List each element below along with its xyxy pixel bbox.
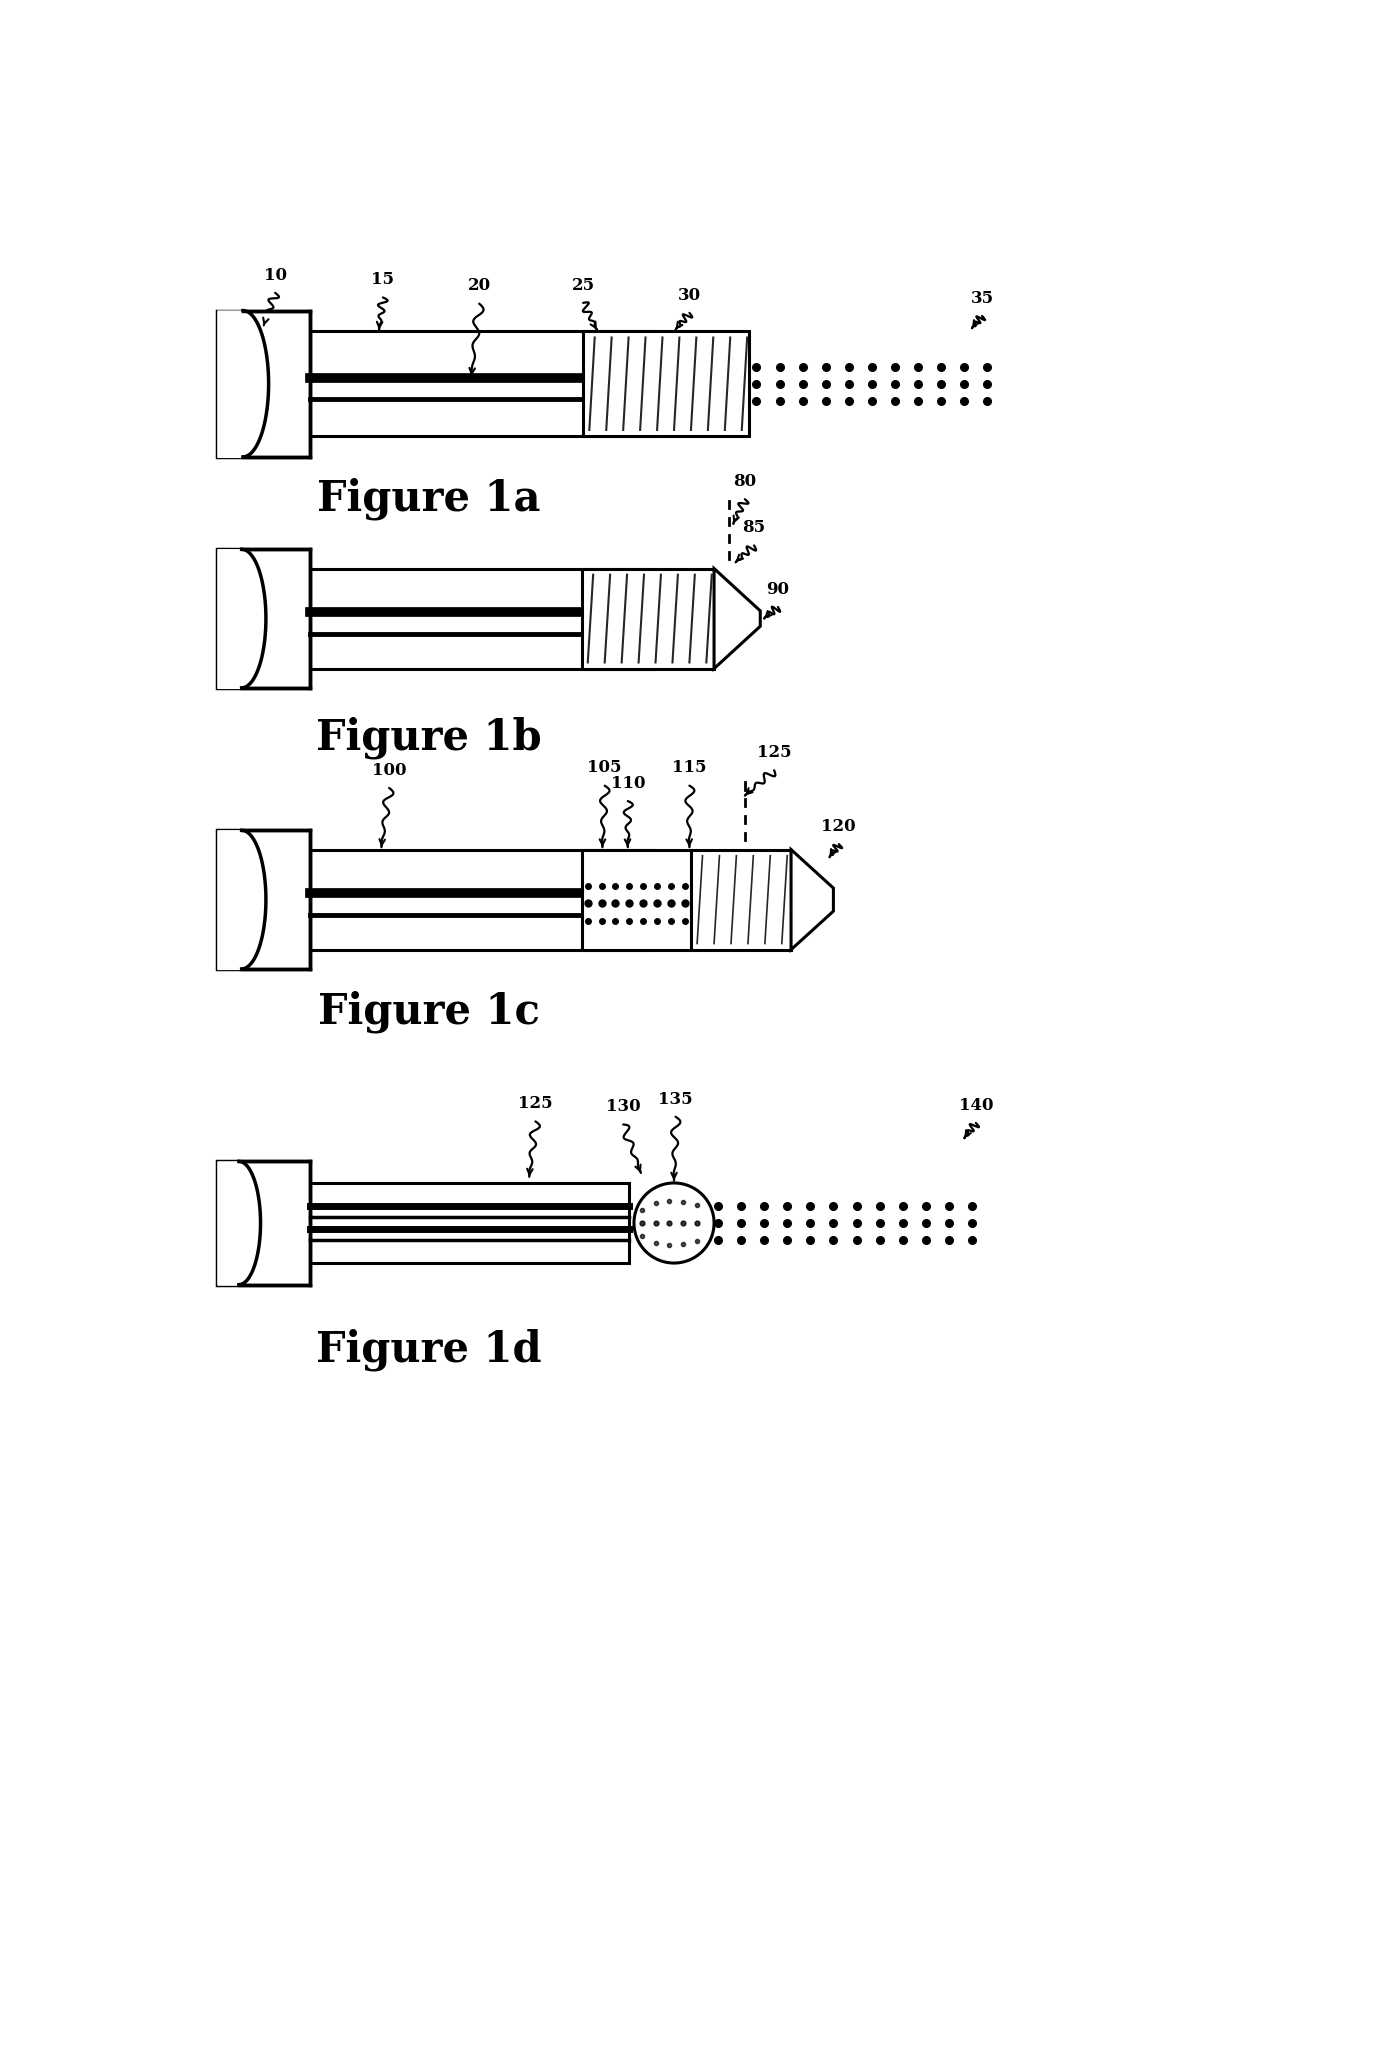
Text: 115: 115 (673, 760, 707, 777)
Text: 10: 10 (264, 266, 287, 283)
Text: 20: 20 (468, 277, 490, 295)
Bar (691, 850, 791, 949)
Text: 100: 100 (372, 762, 406, 779)
Bar (217, 1162, 310, 1285)
Text: 140: 140 (958, 1096, 993, 1115)
Bar (582, 850, 691, 949)
Text: 85: 85 (743, 518, 766, 537)
Bar (217, 311, 310, 457)
Bar (310, 1182, 629, 1262)
Bar (582, 568, 714, 668)
Text: 130: 130 (605, 1098, 641, 1115)
Text: 80: 80 (733, 473, 757, 490)
Text: 90: 90 (766, 580, 789, 598)
Bar (217, 830, 310, 969)
Text: 30: 30 (678, 287, 702, 303)
Text: 135: 135 (658, 1090, 693, 1109)
Text: 110: 110 (611, 775, 645, 791)
Bar (310, 568, 652, 668)
Polygon shape (791, 850, 833, 949)
Circle shape (634, 1182, 714, 1262)
Bar (310, 332, 656, 436)
Text: 125: 125 (518, 1094, 553, 1113)
Text: 35: 35 (971, 289, 994, 307)
Text: 125: 125 (757, 744, 791, 760)
Bar (310, 850, 652, 949)
Text: 120: 120 (821, 818, 857, 834)
Polygon shape (714, 568, 761, 668)
Bar (584, 332, 748, 436)
Text: Figure 1a: Figure 1a (317, 477, 541, 520)
Text: 15: 15 (372, 270, 394, 289)
Text: Figure 1c: Figure 1c (319, 990, 540, 1033)
Text: 105: 105 (588, 760, 622, 777)
Text: 25: 25 (571, 277, 595, 293)
Bar (217, 549, 310, 688)
Text: Figure 1b: Figure 1b (316, 717, 542, 760)
Text: Figure 1d: Figure 1d (316, 1330, 542, 1371)
